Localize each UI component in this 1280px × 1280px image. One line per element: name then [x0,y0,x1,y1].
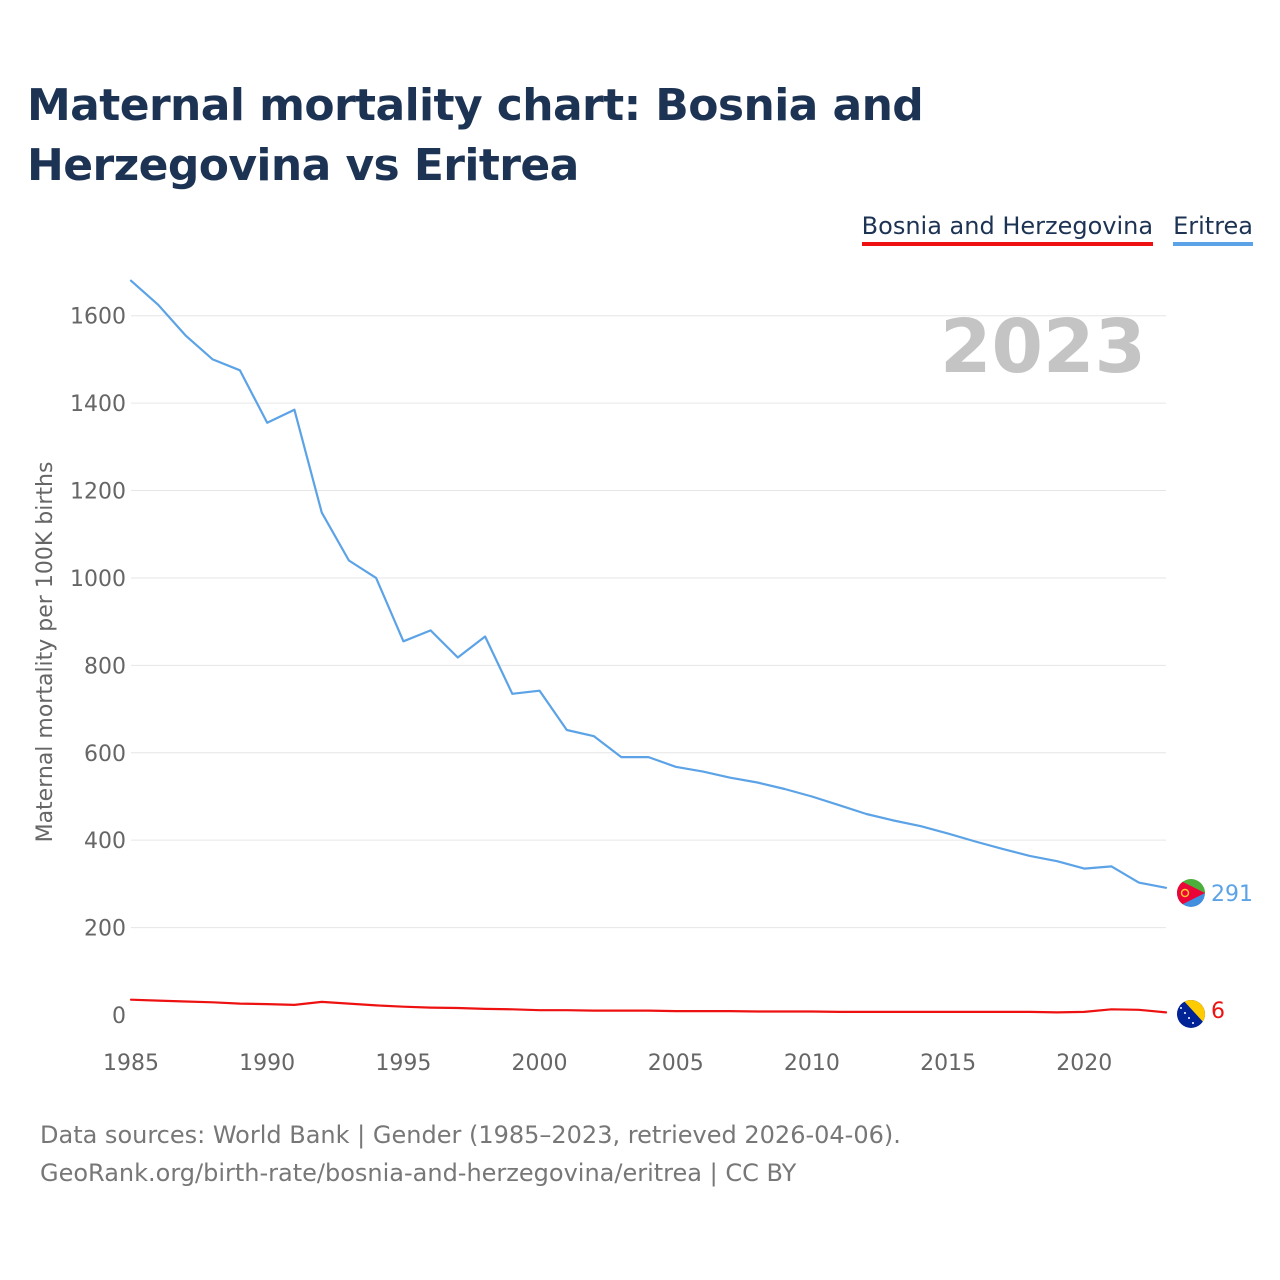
footer-link[interactable]: GeoRank.org/birth-rate/bosnia-and-herzeg… [40,1159,797,1187]
series-line-bosnia-and-herzegovina[interactable] [129,998,1168,1014]
eritrea-flag-icon [1177,879,1205,907]
chart-plot-area: 0 200 400 600 800 1000 1200 1400 1600 1985 1990 199… [33,279,1253,1076]
series-line-eritrea[interactable] [129,279,1168,889]
legend: Bosnia and Herzegovina Eritrea [861,212,1253,246]
chart-title: Maternal mortality chart: Bosnia and Her… [27,80,924,191]
y-tick-label: 0 [112,1004,126,1029]
x-tick-label: 2005 [648,1051,704,1076]
legend-item-eritrea[interactable]: Eritrea [1173,212,1253,246]
x-tick-label: 1995 [375,1051,431,1076]
y-axis-title: Maternal mortality per 100K births [33,462,58,843]
eritrea-end-value: 291 [1211,882,1253,907]
x-tick-label: 1990 [239,1051,295,1076]
footer-sources: Data sources: World Bank | Gender (1985–… [40,1121,901,1149]
y-tick-label: 400 [84,829,126,854]
current-year-label: 2023 [940,304,1146,390]
y-tick-label: 1200 [70,480,126,505]
legend-item-bosnia-and-herzegovina[interactable]: Bosnia and Herzegovina [861,212,1154,246]
x-tick-label: 1985 [103,1051,159,1076]
x-tick-label: 2015 [920,1051,976,1076]
y-tick-label: 200 [84,917,126,942]
x-tick-label: 2010 [784,1051,840,1076]
x-tick-label: 2000 [512,1051,568,1076]
footer: Data sources: World Bank | Gender (1985–… [40,1116,901,1192]
y-tick-label: 1000 [70,567,126,592]
x-tick-label: 2020 [1056,1051,1112,1076]
bosnia-and-herzegovina-flag-icon [1177,1000,1205,1028]
y-tick-label: 1400 [70,392,126,417]
bosnia-end-value: 6 [1211,999,1225,1024]
y-tick-label: 800 [84,654,126,679]
y-tick-label: 1600 [70,305,126,330]
y-tick-label: 600 [84,742,126,767]
